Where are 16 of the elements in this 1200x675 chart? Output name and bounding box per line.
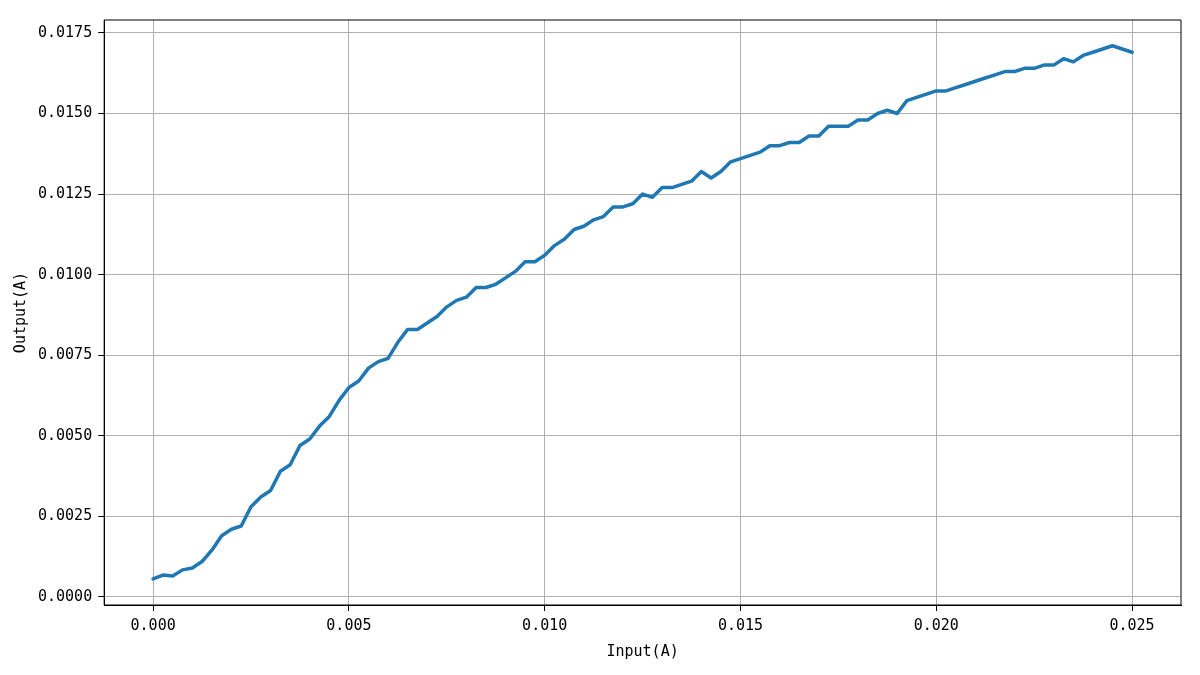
y-tick-label: 0.0175 (38, 22, 93, 41)
y-axis-title: Output(A) (10, 271, 29, 354)
y-tick-label: 0.0125 (38, 183, 93, 202)
x-tick-label: 0.000 (130, 615, 176, 634)
x-tick-label: 0.005 (326, 615, 372, 634)
y-tick-label: 0.0000 (38, 586, 93, 605)
y-tick-label: 0.0100 (38, 264, 93, 283)
x-tick-label: 0.025 (1109, 615, 1155, 634)
y-tick-label: 0.0075 (38, 345, 93, 364)
x-tick-label: 0.015 (717, 615, 764, 634)
x-tick-label: 0.010 (522, 615, 568, 634)
y-tick-label: 0.0050 (38, 425, 93, 444)
x-axis-title: Input(A) (606, 641, 679, 660)
y-tick-label: 0.0150 (38, 103, 93, 122)
x-tick-label: 0.020 (913, 615, 959, 634)
y-tick-label: 0.0025 (38, 506, 93, 525)
